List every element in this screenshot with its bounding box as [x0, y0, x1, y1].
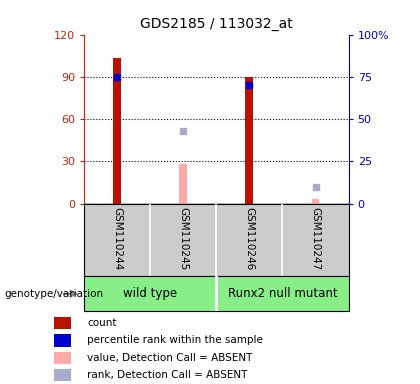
Bar	[312, 199, 320, 204]
Text: GSM110247: GSM110247	[310, 207, 320, 270]
Text: GSM110245: GSM110245	[178, 207, 188, 270]
Text: value, Detection Call = ABSENT: value, Detection Call = ABSENT	[87, 353, 253, 363]
Bar	[113, 58, 121, 204]
Text: Runx2 null mutant: Runx2 null mutant	[228, 287, 337, 300]
Bar	[179, 164, 187, 204]
Text: count: count	[87, 318, 117, 328]
Text: GSM110246: GSM110246	[244, 207, 255, 270]
Text: wild type: wild type	[123, 287, 177, 300]
Title: GDS2185 / 113032_at: GDS2185 / 113032_at	[140, 17, 293, 31]
Text: percentile rank within the sample: percentile rank within the sample	[87, 336, 263, 346]
Text: genotype/variation: genotype/variation	[4, 289, 103, 299]
FancyBboxPatch shape	[54, 317, 71, 329]
FancyBboxPatch shape	[54, 369, 71, 381]
FancyBboxPatch shape	[54, 351, 71, 364]
Text: GSM110244: GSM110244	[112, 207, 122, 270]
Bar	[245, 77, 253, 204]
Text: rank, Detection Call = ABSENT: rank, Detection Call = ABSENT	[87, 370, 248, 380]
FancyBboxPatch shape	[54, 334, 71, 347]
